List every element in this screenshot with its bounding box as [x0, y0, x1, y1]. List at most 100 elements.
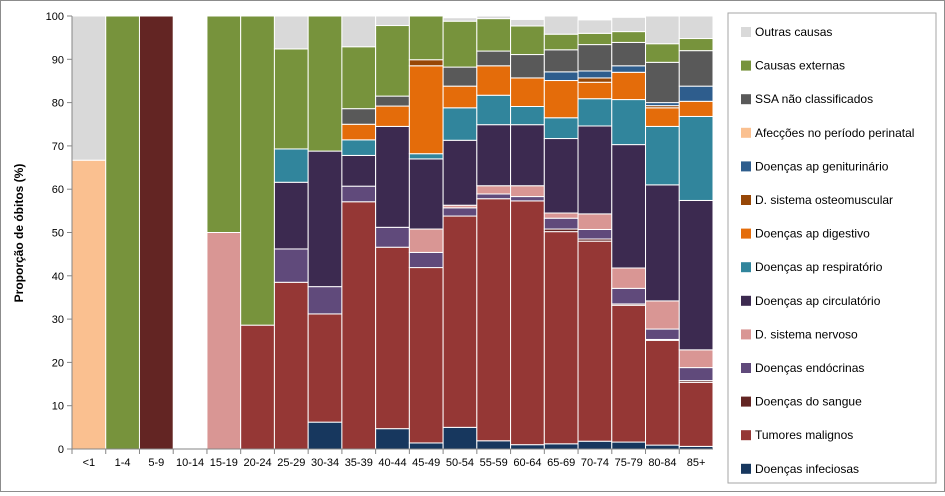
- bar-segment: [476, 185, 512, 195]
- bar-segment: [408, 15, 444, 61]
- bar-segment: [206, 15, 242, 233]
- bar-segment: [678, 50, 714, 87]
- bar-segment: [611, 304, 647, 443]
- legend-swatch: [741, 60, 751, 71]
- bar-segment: [678, 349, 714, 369]
- bar-segment: [71, 15, 107, 161]
- bar-segment: [510, 196, 545, 202]
- legend-swatch: [741, 161, 751, 172]
- bar-segment: [476, 198, 512, 442]
- bar-segment: [273, 15, 309, 50]
- y-tick-label: 70: [52, 141, 64, 153]
- bar-segment: [611, 71, 647, 101]
- bar-segment: [375, 25, 410, 97]
- legend-label: Causas externas: [755, 59, 845, 73]
- x-tick-label: 20-24: [243, 457, 271, 469]
- bar-segment: [510, 25, 545, 56]
- bar-segment: [510, 200, 545, 446]
- legend-swatch: [741, 295, 751, 306]
- x-tick-label: 45-49: [412, 457, 440, 469]
- bar-segment: [408, 153, 444, 160]
- bar-segment: [611, 41, 647, 67]
- bar-segment: [375, 246, 410, 430]
- bar-segment: [510, 54, 545, 79]
- legend-label: D. sistema osteomuscular: [755, 193, 893, 207]
- bar-segment: [577, 32, 613, 46]
- x-tick-label: <1: [83, 457, 96, 469]
- bar-segment: [307, 15, 343, 152]
- bar-segment: [408, 65, 444, 155]
- bar-segment: [645, 107, 680, 127]
- y-axis-label: Proporção de óbitos (%): [12, 164, 26, 303]
- legend-label: Doenças endócrinas: [755, 361, 864, 375]
- legend-label: Doenças ap circulatório: [755, 294, 881, 308]
- bar-segment: [408, 228, 444, 253]
- y-tick-label: 20: [52, 357, 64, 369]
- bars-group: [71, 15, 714, 450]
- bar-segment: [645, 15, 680, 45]
- bar-segment: [442, 139, 478, 206]
- bar-segment: [442, 207, 478, 217]
- bar-segment: [611, 287, 647, 305]
- bar-segment: [408, 442, 444, 450]
- bar-segment: [577, 228, 613, 240]
- bar-segment: [307, 286, 343, 315]
- bar-segment: [543, 49, 579, 73]
- bar-segment: [476, 15, 512, 20]
- bar-segment: [240, 15, 275, 326]
- bar-segment: [611, 16, 647, 33]
- x-tick-label: 80-84: [648, 457, 676, 469]
- y-tick-label: 90: [52, 54, 64, 66]
- legend: Outras causas Causas externas SSA não clas…: [741, 25, 914, 476]
- bar-segment: [341, 139, 377, 156]
- bar-segment: [645, 61, 680, 104]
- legend-swatch: [741, 94, 751, 105]
- bar-segment: [678, 115, 714, 201]
- x-tick-label: 25-29: [277, 457, 305, 469]
- x-tick-label: 1-4: [115, 457, 131, 469]
- legend-swatch: [741, 262, 751, 273]
- bar-segment: [577, 98, 613, 127]
- bar-segment: [611, 267, 647, 289]
- legend-label: Doenças ap respiratório: [755, 260, 883, 274]
- bar-segment: [543, 231, 579, 445]
- bar-segment: [273, 181, 309, 250]
- bar-segment: [375, 15, 410, 27]
- y-tick-label: 10: [52, 401, 64, 413]
- bar-segment: [577, 125, 613, 215]
- bar-segment: [577, 44, 613, 72]
- bar-segment: [341, 154, 377, 187]
- bar-segment: [442, 85, 478, 109]
- bar-segment: [645, 444, 680, 450]
- legend-swatch: [741, 363, 751, 373]
- bar-segment: [510, 77, 545, 107]
- bar-segment: [476, 193, 512, 200]
- bar-segment: [577, 70, 613, 79]
- bar-segment: [341, 15, 377, 48]
- bar-segment: [645, 184, 680, 302]
- bar-segment: [442, 66, 478, 87]
- bar-segment: [611, 144, 647, 269]
- bar-segment: [645, 125, 680, 186]
- x-tick-label: 35-39: [345, 457, 373, 469]
- bar-segment: [341, 185, 377, 203]
- bar-segment: [543, 138, 579, 214]
- bar-segment: [240, 324, 275, 450]
- bar-segment: [375, 105, 410, 127]
- bar-segment: [510, 106, 545, 126]
- bar-segment: [543, 443, 579, 450]
- bar-segment: [375, 428, 410, 450]
- legend-swatch: [741, 27, 751, 37]
- y-tick-label: 100: [46, 11, 64, 23]
- bar-segment: [273, 281, 309, 450]
- bar-segment: [307, 313, 343, 423]
- bar-segment: [645, 300, 680, 330]
- bar-segment: [510, 185, 545, 198]
- bar-segment: [678, 199, 714, 351]
- bar-segment: [442, 107, 478, 141]
- bar-segment: [476, 124, 512, 187]
- bar-segment: [341, 46, 377, 110]
- x-tick-label: 55-59: [480, 457, 508, 469]
- bar-segment: [408, 59, 444, 67]
